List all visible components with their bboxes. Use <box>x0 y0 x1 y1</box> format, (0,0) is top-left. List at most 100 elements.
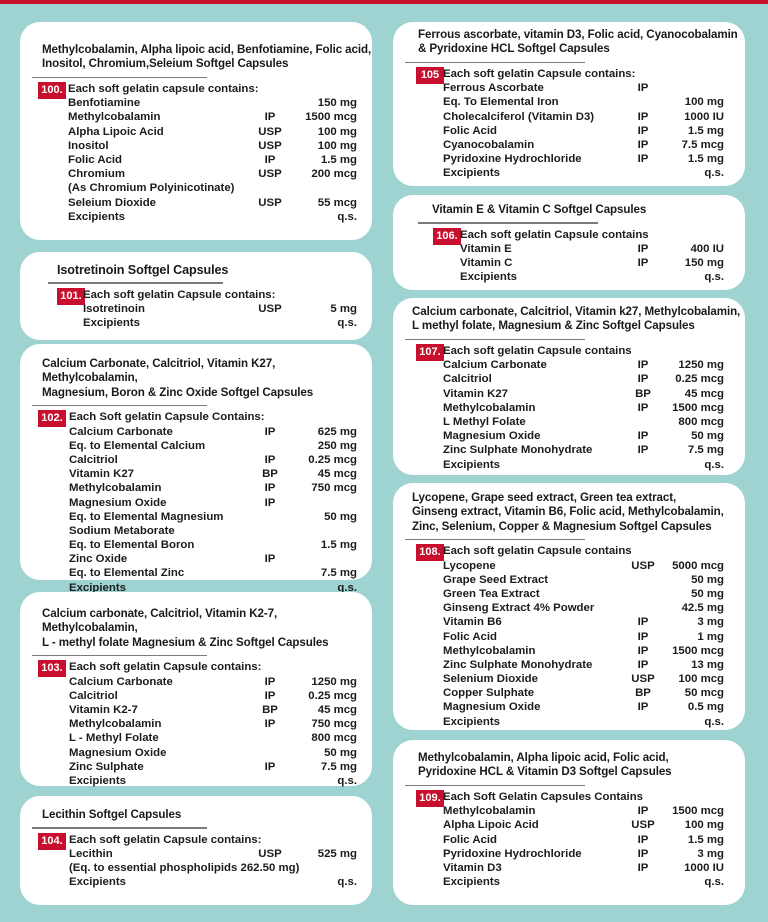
ingredient-amount: 750 mcg <box>311 482 357 495</box>
ingredient-name: Magnesium Oxide <box>443 430 541 443</box>
ingredient-list: 100. Each soft gelatin capsule contains: B… <box>20 82 372 224</box>
ingredient-name: Methylcobalamin <box>443 644 536 657</box>
product-title-line: Lycopene, Grape seed extract, Green tea … <box>412 491 677 504</box>
composition-intro: Each soft gelatin Capsule contains: <box>20 660 372 674</box>
ingredient-standard: IP <box>264 689 276 702</box>
intro-text: Each soft gelatin Capsule contains: <box>443 68 636 81</box>
ingredient-standard: IP <box>637 373 649 386</box>
intro-text: Each soft gelatin Capsule contains: <box>69 661 262 674</box>
ingredient-row: Selenium Dioxide USP 100 mcg <box>393 672 745 686</box>
ingredient-name: Excipients <box>83 317 140 330</box>
ingredient-row: Cyanocobalamin IP 7.5 mcg <box>393 138 745 152</box>
ingredient-name: Zinc Sulphate <box>69 760 144 773</box>
ingredient-name: Excipients <box>68 210 125 223</box>
ingredient-row: L - Methyl Folate 800 mcg <box>20 731 372 745</box>
ingredient-name: Ginseng Extract 4% Powder <box>443 602 595 615</box>
ingredient-amount: 7.5 mg <box>320 567 357 580</box>
ingredient-row: Methylcobalamin IP 1500 mcg <box>393 401 745 415</box>
ingredient-name: Excipients <box>443 458 500 471</box>
ingredient-row: Seleium Dioxide USP 55 mcg <box>20 196 372 210</box>
ingredient-amount: q.s. <box>337 581 357 594</box>
ingredient-row: Excipients q.s. <box>393 875 745 889</box>
ingredient-standard: IP <box>264 111 276 124</box>
title-underline <box>418 222 598 224</box>
ingredient-name: Lecithin <box>69 847 113 860</box>
ingredient-name: Calcitriol <box>443 373 492 386</box>
ingredient-amount: 42.5 mg <box>681 602 724 615</box>
ingredient-name: Methylcobalamin <box>69 482 162 495</box>
ingredient-name: Vitamin K27 <box>69 468 134 481</box>
ingredient-name: Folic Acid <box>443 833 498 846</box>
ingredient-amount: q.s. <box>337 774 357 787</box>
ingredient-amount: 5000 mcg <box>672 559 724 572</box>
ingredient-row: Excipients q.s. <box>20 581 372 595</box>
ingredient-row: Eq. To Elemental Iron 100 mg <box>393 95 745 109</box>
ingredient-row: Lycopene USP 5000 mcg <box>393 559 745 573</box>
ingredient-amount: 400 IU <box>690 242 724 255</box>
title-underline <box>405 538 585 541</box>
ingredient-row: Vitamin E IP 400 IU <box>393 242 745 256</box>
title-underline <box>32 654 207 657</box>
ingredient-amount: 1 mg <box>697 630 724 643</box>
composition-intro: Each soft gelatin Capsule contains: <box>393 67 745 81</box>
ingredient-row: Zinc Oxide IP <box>20 552 372 566</box>
ingredient-standard: IP <box>264 760 276 773</box>
product-title: Ferrous ascorbate, vitamin D3, Folic aci… <box>393 28 745 57</box>
ingredient-row: Methylcobalamin IP 1500 mcg <box>20 110 372 124</box>
ingredient-standard: IP <box>637 630 649 643</box>
ingredient-amount: 250 mg <box>317 439 357 452</box>
ingredient-standard: BP <box>635 687 651 700</box>
title-underline <box>405 784 585 787</box>
ingredient-row: L Methyl Folate 800 mcg <box>393 415 745 429</box>
ingredient-name: Methylcobalamin <box>69 718 162 731</box>
product-card-102: Calcium Carbonate, Calcitriol, Vitamin K… <box>20 344 372 594</box>
ingredient-name: Grape Seed Extract <box>443 573 549 586</box>
product-title-line: Vitamin E & Vitamin C Softgel Capsules <box>432 203 647 216</box>
top-accent-bar <box>0 0 768 4</box>
ingredient-name: Selenium Dioxide <box>443 673 538 686</box>
ingredient-amount: 50 mg <box>324 746 357 759</box>
ingredient-amount: 1250 mg <box>678 359 724 372</box>
ingredient-name: Alpha Lipoic Acid <box>443 819 539 832</box>
product-number-badge: 105 <box>416 67 444 85</box>
intro-text: Each Soft Gelatin Capsules Contains <box>443 791 644 804</box>
ingredient-amount: 45 mcg <box>684 387 724 400</box>
ingredient-standard: IP <box>637 833 649 846</box>
ingredient-standard: IP <box>637 124 649 137</box>
product-number-badge: 100. <box>38 82 66 100</box>
ingredient-standard: IP <box>637 805 649 818</box>
ingredient-row: Magnesium Oxide IP <box>20 496 372 510</box>
title-underline <box>32 76 207 79</box>
ingredient-amount: 7.5 mcg <box>681 139 724 152</box>
ingredient-name: Excipients <box>69 876 126 889</box>
product-title: Methylcobalamin, Alpha lipoic acid, Foli… <box>393 751 745 780</box>
ingredient-name: Chromium <box>68 168 125 181</box>
ingredient-row: Lecithin USP 525 mg <box>20 847 372 861</box>
ingredient-standard: IP <box>637 242 649 255</box>
ingredient-name: Methylcobalamin <box>443 805 536 818</box>
product-card-104: Lecithin Softgel Capsules 104. Each soft g… <box>20 796 372 905</box>
ingredient-name: Eq. to Elemental Calcium <box>69 439 206 452</box>
ingredient-standard: USP <box>631 673 655 686</box>
ingredient-amount: 1.5 mg <box>687 153 724 166</box>
ingredient-amount: 1250 mg <box>311 675 357 688</box>
ingredient-standard: BP <box>262 468 278 481</box>
ingredient-row: (Eq. to essential phospholipids 262.50 m… <box>20 861 372 875</box>
ingredient-amount: 50 mg <box>324 510 357 523</box>
ingredient-standard: BP <box>635 387 651 400</box>
ingredient-name: Methylcobalamin <box>68 111 161 124</box>
ingredient-standard: USP <box>258 196 282 209</box>
ingredient-row: Eq. to Elemental Zinc 7.5 mg <box>20 566 372 580</box>
ingredient-name: Vitamin E <box>460 242 512 255</box>
ingredient-name: L Methyl Folate <box>443 416 526 429</box>
ingredient-name: Folic Acid <box>68 154 123 167</box>
ingredient-name: (Eq. to essential phospholipids 262.50 m… <box>69 862 300 875</box>
composition-intro: Each soft gelatin Capsule contains <box>393 544 745 558</box>
product-title: Lecithin Softgel Capsules <box>20 808 372 822</box>
ingredient-row: Pyridoxine Hydrochloride IP 1.5 mg <box>393 152 745 166</box>
ingredient-amount: 55 mcg <box>317 196 357 209</box>
ingredient-standard: USP <box>258 139 282 152</box>
ingredient-row: Chromium USP 200 mcg <box>20 167 372 181</box>
ingredient-row: (As Chromium Polyinicotinate) <box>20 181 372 195</box>
ingredient-row: Calcitriol IP 0.25 mcg <box>393 372 745 386</box>
